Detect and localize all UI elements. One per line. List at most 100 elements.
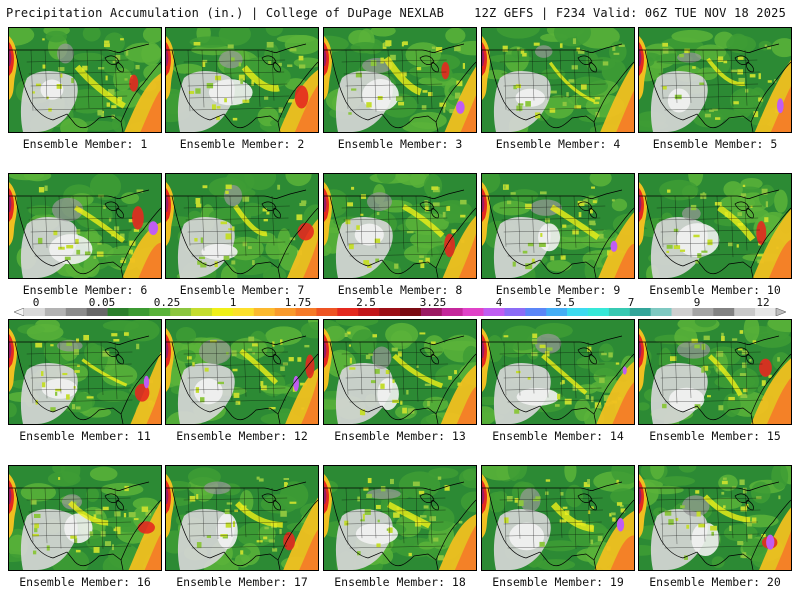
precip-map-graphic xyxy=(482,320,634,424)
ensemble-member-label: Ensemble Member: 10 xyxy=(649,283,781,297)
ensemble-member-label: Ensemble Member: 17 xyxy=(176,575,308,589)
colorbar-segment xyxy=(504,308,526,316)
colorbar-segment xyxy=(734,308,756,316)
colorbar-segment xyxy=(608,308,631,316)
colorbar-segment xyxy=(232,308,255,316)
ensemble-member-panel: Ensemble Member: 15 xyxy=(638,319,792,443)
ensemble-member-panel: Ensemble Member: 19 xyxy=(481,465,635,589)
precip-map xyxy=(165,465,319,571)
ensemble-member-panel: Ensemble Member: 14 xyxy=(481,319,635,443)
precip-map xyxy=(638,319,792,425)
ensemble-member-panel: Ensemble Member: 17 xyxy=(165,465,319,589)
precip-map xyxy=(323,465,477,571)
colorbar-segment xyxy=(337,308,359,316)
map-title: Precipitation Accumulation (in.) | Colle… xyxy=(6,6,445,20)
ensemble-member-label: Ensemble Member: 7 xyxy=(179,283,305,297)
ensemble-member-label: Ensemble Member: 3 xyxy=(337,137,463,151)
colorbar-high-arrow xyxy=(775,308,786,316)
precip-map-graphic xyxy=(324,174,476,278)
precip-map xyxy=(8,319,162,425)
colorbar-segment xyxy=(274,308,296,316)
colorbar-segment xyxy=(379,308,401,316)
precip-map-graphic xyxy=(166,466,318,570)
precip-map xyxy=(165,319,319,425)
colorbar-segment xyxy=(462,308,484,316)
colorbar-segment xyxy=(692,308,714,316)
ensemble-member-label: Ensemble Member: 8 xyxy=(337,283,463,297)
precip-map-graphic xyxy=(166,28,318,132)
header: Precipitation Accumulation (in.) | Colle… xyxy=(0,0,800,26)
ensemble-member-label: Ensemble Member: 9 xyxy=(495,283,621,297)
run-valid-time: 12Z GEFS | F234 Valid: 06Z TUE NOV 18 20… xyxy=(474,6,786,20)
precip-map-graphic xyxy=(166,320,318,424)
precip-map-graphic xyxy=(9,320,161,424)
colorbar-tick-label: 9 xyxy=(693,296,701,309)
colorbar-tick-label: 7 xyxy=(627,296,635,309)
precip-map-graphic xyxy=(482,174,634,278)
precip-map-graphic xyxy=(324,466,476,570)
precip-map-graphic xyxy=(9,28,161,132)
colorbar-tick-labels: 0 0.05 0.25 1 1.75 2.5 3.25 4 5.5 7 9 12 xyxy=(0,296,800,309)
colorbar-tick-label: 0 xyxy=(32,296,40,309)
colorbar-segment xyxy=(212,308,234,316)
ensemble-member-label: Ensemble Member: 1 xyxy=(22,137,148,151)
ensemble-member-panel: Ensemble Member: 13 xyxy=(323,319,477,443)
colorbar-segment xyxy=(420,308,443,316)
colorbar-tick-label: 1 xyxy=(229,296,237,309)
ensemble-member-panel: Ensemble Member: 2 xyxy=(165,27,319,151)
precip-map xyxy=(481,173,635,279)
colorbar-tick-label: 5.5 xyxy=(555,296,575,309)
precip-map-graphic xyxy=(639,466,791,570)
precip-map xyxy=(481,319,635,425)
ensemble-member-panel: Ensemble Member: 20 xyxy=(638,465,792,589)
precip-map-graphic xyxy=(9,466,161,570)
precip-map xyxy=(481,465,635,571)
ensemble-member-label: Ensemble Member: 2 xyxy=(179,137,305,151)
precip-map-graphic xyxy=(482,28,634,132)
colorbar-low-arrow xyxy=(14,308,25,316)
precip-map xyxy=(481,27,635,133)
colorbar-segment xyxy=(567,308,589,316)
ensemble-member-label: Ensemble Member: 11 xyxy=(19,429,151,443)
colorbar-segment xyxy=(546,308,568,316)
ensemble-member-label: Ensemble Member: 4 xyxy=(495,137,621,151)
ensemble-member-label: Ensemble Member: 18 xyxy=(334,575,466,589)
precip-map xyxy=(323,319,477,425)
colorbar-segment xyxy=(755,308,777,316)
colorbar-segment xyxy=(316,308,338,316)
colorbar-segment xyxy=(358,308,380,316)
colorbar-tick-label: 1.75 xyxy=(284,296,312,309)
colorbar-segment xyxy=(525,308,547,316)
ensemble-member-label: Ensemble Member: 19 xyxy=(492,575,624,589)
precip-map-graphic xyxy=(9,174,161,278)
precip-map-graphic xyxy=(166,174,318,278)
ensemble-member-label: Ensemble Member: 16 xyxy=(19,575,151,589)
ensemble-member-label: Ensemble Member: 15 xyxy=(649,429,781,443)
ensemble-member-panel: Ensemble Member: 10 xyxy=(638,173,792,297)
colorbar-segment xyxy=(44,308,67,316)
ensemble-member-label: Ensemble Member: 13 xyxy=(334,429,466,443)
precip-map xyxy=(8,27,162,133)
ensemble-member-panel: Ensemble Member: 11 xyxy=(8,319,162,443)
precip-map-graphic xyxy=(639,28,791,132)
precip-map-graphic xyxy=(324,320,476,424)
ensemble-member-panel: Ensemble Member: 8 xyxy=(323,173,477,297)
precip-map xyxy=(323,27,477,133)
colorbar-tick-label: 4 xyxy=(495,296,503,309)
precip-map xyxy=(638,173,792,279)
colorbar-tick-label: 2.5 xyxy=(356,296,376,309)
precip-map-graphic xyxy=(482,466,634,570)
ensemble-member-label: Ensemble Member: 12 xyxy=(176,429,308,443)
colorbar-segment xyxy=(170,308,192,316)
colorbar-segment xyxy=(253,308,275,316)
precip-map xyxy=(8,465,162,571)
colorbar-segment xyxy=(149,308,171,316)
colorbar-tick-label: 0.05 xyxy=(88,296,116,309)
colorbar-segment xyxy=(65,308,87,316)
precip-map xyxy=(638,465,792,571)
ensemble-member-label: Ensemble Member: 14 xyxy=(492,429,624,443)
colorbar-strip xyxy=(14,308,786,316)
colorbar-tick-label: 0.25 xyxy=(153,296,181,309)
ensemble-member-panel: Ensemble Member: 6 xyxy=(8,173,162,297)
colorbar-segment xyxy=(650,308,672,316)
